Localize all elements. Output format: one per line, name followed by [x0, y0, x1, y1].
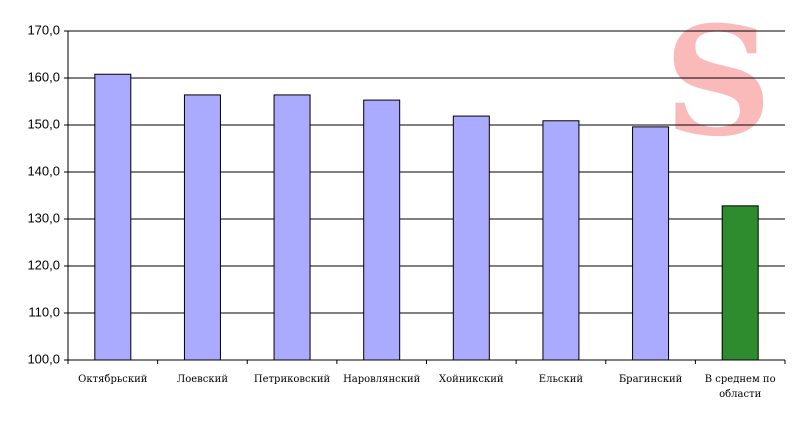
bar — [721, 205, 759, 361]
y-tick-label: 120,0 — [27, 257, 60, 272]
y-tick-label: 160,0 — [27, 69, 60, 84]
x-tick-label: Наровлянский — [343, 374, 421, 385]
y-tick-label: 110,0 — [28, 304, 60, 319]
y-tick-label: 150,0 — [27, 116, 60, 131]
x-tick-label: Хойникский — [439, 374, 504, 385]
bar — [452, 115, 490, 361]
y-tick-label: 170,0 — [27, 22, 60, 37]
y-tick-label: 130,0 — [27, 210, 60, 225]
x-tick-label: Брагинский — [618, 374, 683, 385]
x-tick-label: Петриковский — [253, 374, 331, 385]
bar — [183, 94, 221, 361]
x-tick-label: В среднем по области — [704, 374, 776, 400]
bar — [273, 94, 311, 361]
x-tick-label: Октябрьский — [78, 374, 148, 385]
bar — [94, 73, 132, 361]
bar — [542, 120, 580, 361]
watermark: S — [664, 0, 772, 170]
bar — [632, 126, 670, 361]
bar — [363, 99, 401, 361]
y-tick-label: 140,0 — [27, 163, 60, 178]
x-tick-label: Лоевский — [176, 374, 228, 385]
x-tick-label: Ельский — [538, 374, 584, 385]
y-tick-label: 100,0 — [27, 351, 60, 366]
